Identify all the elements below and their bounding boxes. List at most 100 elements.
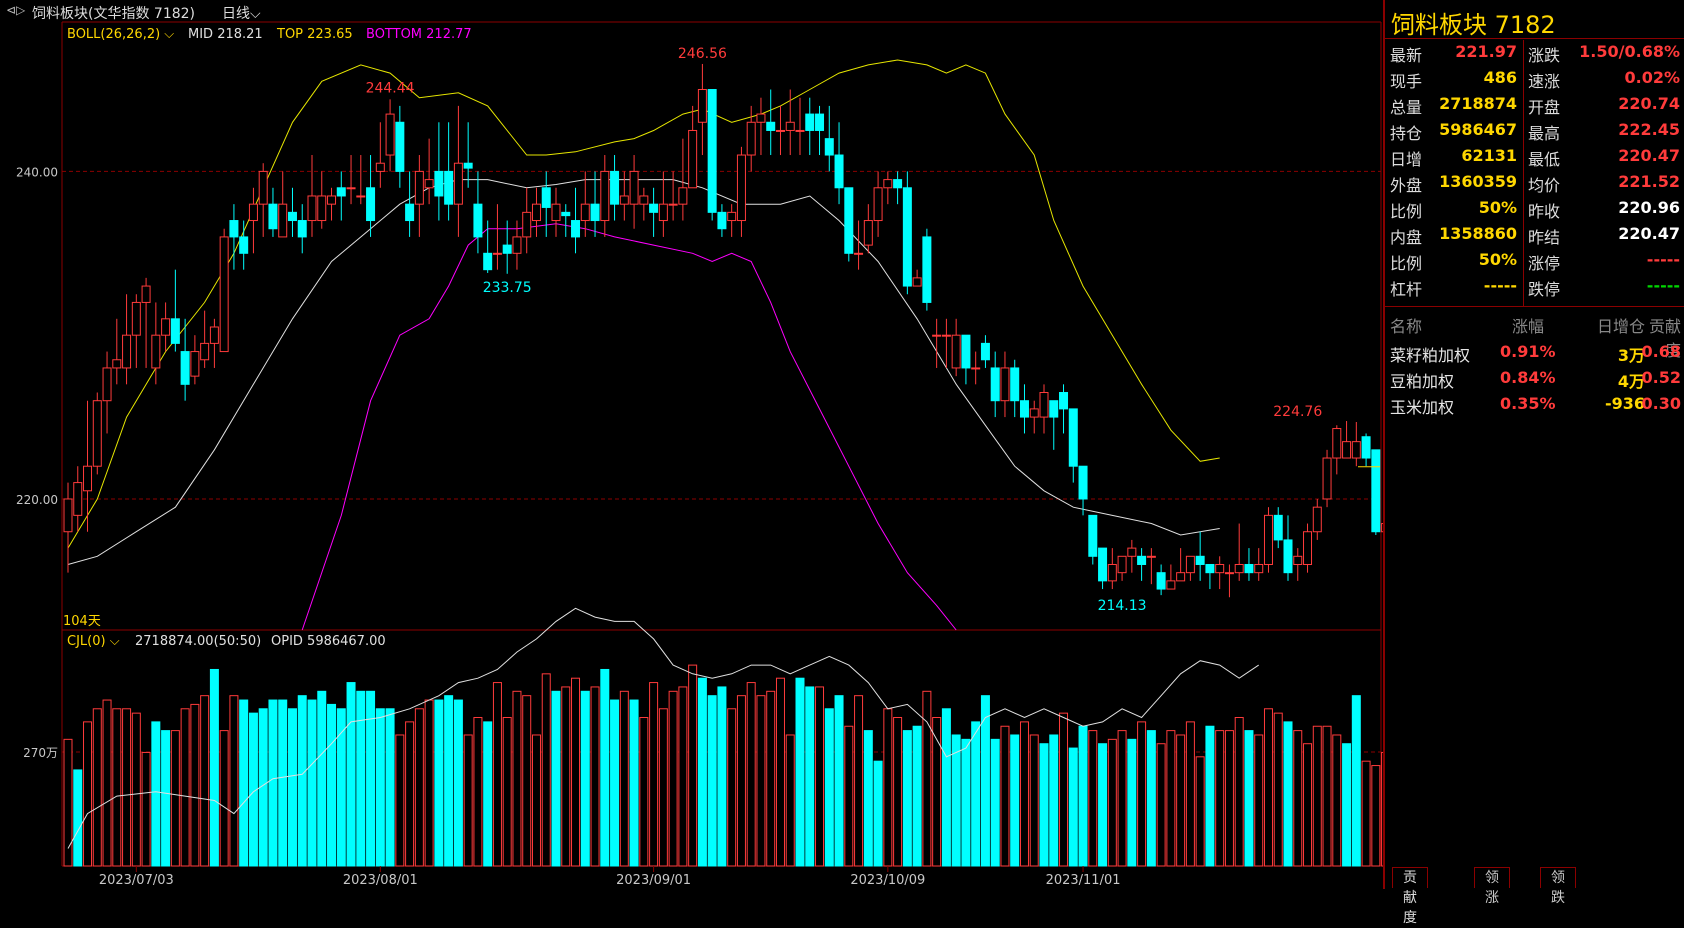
volume-bar <box>1088 730 1098 867</box>
quote-value: 220.47 <box>1618 224 1680 243</box>
volume-bar <box>102 699 112 867</box>
volume-bar <box>805 686 815 867</box>
component-cell: 0.84% <box>1500 368 1556 387</box>
volume-bar <box>502 717 512 867</box>
volume-bar <box>1146 730 1156 867</box>
candle <box>63 482 73 573</box>
volume-bar <box>971 721 981 867</box>
candle-body <box>688 129 698 189</box>
tab-contribution[interactable]: 贡献度 <box>1392 867 1428 926</box>
candle-body <box>1029 408 1039 418</box>
candle-body <box>785 121 795 131</box>
volume-bar <box>1117 730 1127 867</box>
candle-body <box>980 342 990 361</box>
column-header[interactable]: 涨幅 <box>1511 317 1544 336</box>
candle <box>502 220 512 274</box>
candle-body <box>1283 539 1293 574</box>
volume-bar <box>375 708 385 867</box>
volume-bar <box>854 695 864 867</box>
candle-body <box>610 170 620 205</box>
volume-bar <box>483 721 493 867</box>
volume-bar <box>83 721 93 867</box>
column-header[interactable]: 日增仓 <box>1596 317 1645 336</box>
candle-body <box>92 400 102 467</box>
x-tick-label: 2023/08/01 <box>343 873 418 888</box>
candle-body <box>190 351 200 377</box>
back-icon[interactable]: ⊲▷ <box>6 3 26 17</box>
quote-value: 220.47 <box>1618 146 1680 165</box>
candle-body <box>1156 572 1166 590</box>
candle-body <box>1361 436 1371 459</box>
component-cell: 4万 <box>1617 372 1645 391</box>
volume-bar <box>1263 708 1273 867</box>
volume-bar <box>1254 734 1264 867</box>
volume-bars <box>63 607 1383 867</box>
candle-body <box>1351 441 1361 459</box>
candle <box>971 351 981 385</box>
quote-title: 饲料板块 7182 <box>1391 11 1556 39</box>
volume-bar <box>444 695 454 867</box>
candle-body <box>1322 457 1332 500</box>
tab-leading-down[interactable]: 领跌 <box>1540 867 1576 906</box>
candle-body <box>1117 555 1127 574</box>
candle <box>73 466 83 532</box>
candle <box>854 220 864 270</box>
volume-bar <box>834 695 844 867</box>
quote-label: 跌停 <box>1528 280 1561 299</box>
volume-bar <box>873 760 883 867</box>
column-header[interactable]: 贡献度 <box>1648 317 1681 360</box>
candle-body <box>63 498 73 533</box>
component-cell[interactable]: 豆粕加权 <box>1390 372 1455 391</box>
candle-body <box>131 301 141 336</box>
candle-body <box>1078 465 1088 500</box>
candle <box>1195 531 1205 581</box>
volume-bar <box>697 677 707 867</box>
volume-bar <box>278 699 288 867</box>
volume-bar <box>736 695 746 867</box>
candle <box>219 228 229 353</box>
kline-chart[interactable]: BOLL(26,26,2) ⌵ MID 218.21 TOP 223.65 BOTTO… <box>0 0 1383 889</box>
candle <box>902 171 912 295</box>
candle <box>239 220 249 270</box>
volume-bar <box>629 699 639 867</box>
volume-bar <box>561 686 571 867</box>
candle-body <box>717 211 727 230</box>
volume-bar <box>824 708 834 867</box>
candle <box>297 204 307 254</box>
candle-body <box>424 179 434 189</box>
quote-label: 开盘 <box>1528 98 1561 117</box>
column-header[interactable]: 名称 <box>1390 317 1423 336</box>
candle-body <box>561 211 571 217</box>
candle <box>824 105 834 172</box>
candle <box>727 204 737 237</box>
indicator-top: TOP 223.65 <box>276 27 353 42</box>
candle <box>161 302 171 352</box>
candle <box>463 122 473 188</box>
candle-body <box>395 121 405 172</box>
candle-body <box>1234 563 1244 574</box>
period-selector[interactable]: 日线⌵ <box>222 3 261 23</box>
candle <box>151 302 161 385</box>
candle-body <box>902 187 912 287</box>
component-cell[interactable]: 菜籽粕加权 <box>1390 346 1471 365</box>
candle <box>1303 523 1313 573</box>
component-cell[interactable]: 玉米加权 <box>1390 398 1455 417</box>
volume-bar <box>1234 717 1244 867</box>
tab-leading-up[interactable]: 领涨 <box>1474 867 1510 906</box>
volume-bar <box>512 690 522 867</box>
candle-body <box>473 203 483 238</box>
candle <box>385 99 395 172</box>
opid-value: OPID 5986467.00 <box>271 634 386 649</box>
volume-bar <box>893 717 903 867</box>
candle-body <box>1371 449 1381 533</box>
candle-body <box>209 326 219 344</box>
component-cell: 0.35% <box>1500 394 1556 413</box>
volume-bar <box>268 699 278 867</box>
volume-bar <box>161 730 171 867</box>
candle-body <box>727 211 737 222</box>
candle <box>834 122 844 205</box>
candle <box>717 204 727 237</box>
high-annotation: 246.56 <box>678 46 727 62</box>
volume-bar <box>1176 734 1186 867</box>
component-cell: -936 <box>1604 394 1645 413</box>
